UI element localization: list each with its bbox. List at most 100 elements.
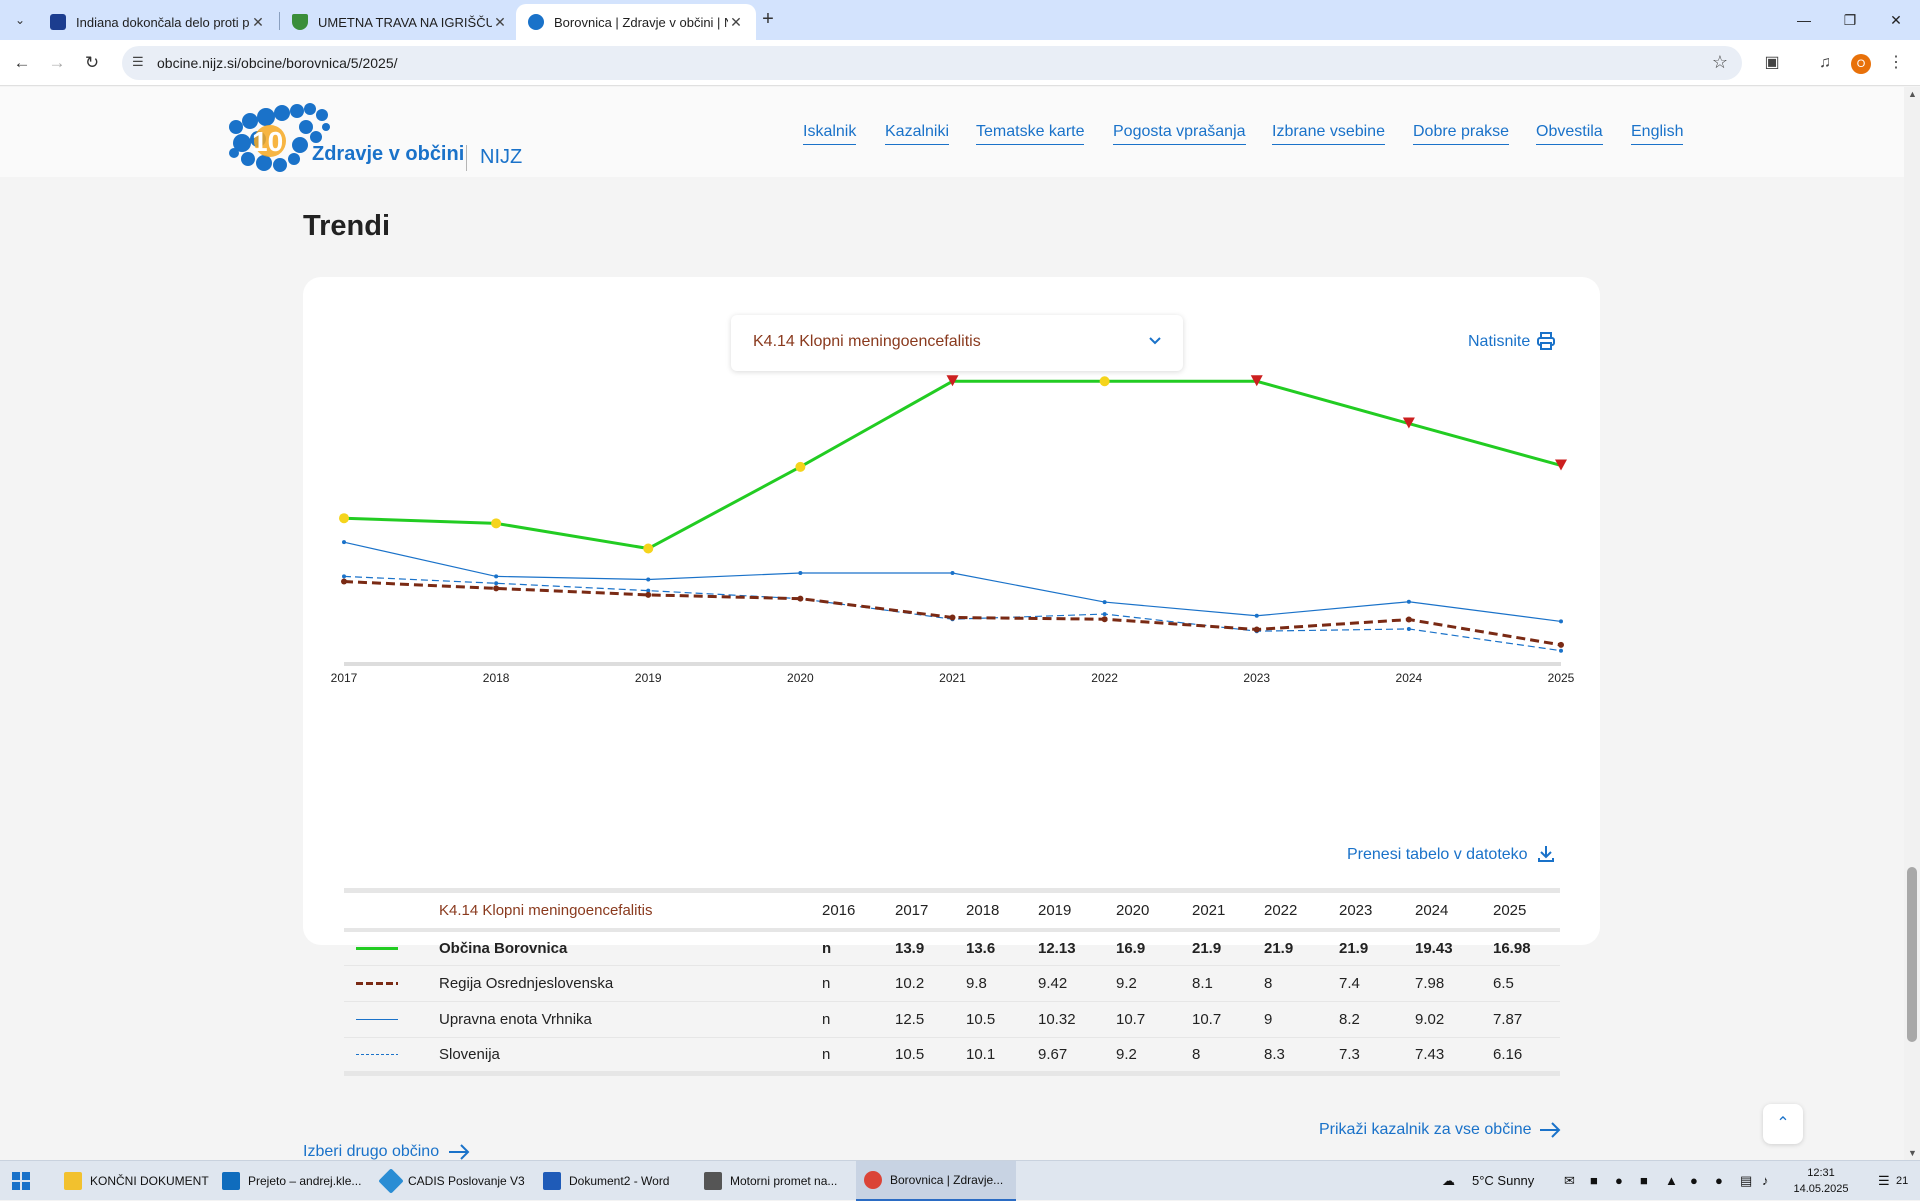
cell: 9.8	[966, 965, 1038, 1002]
scroll-up-arrow-icon[interactable]: ▲	[1908, 89, 1917, 99]
cell: 8.2	[1339, 1001, 1415, 1038]
new-tab-plus-icon[interactable]: +	[762, 8, 774, 30]
tray-app-icon[interactable]: ●	[1715, 1173, 1723, 1188]
taskbar-app[interactable]: Prejeto – andrej.kle...	[214, 1161, 369, 1201]
taskbar-app-label: Prejeto – andrej.kle...	[248, 1174, 362, 1188]
tray-app-icon[interactable]: ●	[1690, 1173, 1698, 1188]
tray-app-icon[interactable]: ●	[1615, 1173, 1623, 1188]
legend-swatch-cell	[344, 1037, 439, 1074]
tab-title: Indiana dokončala delo proti pr	[76, 14, 250, 30]
tray-app-icon[interactable]: ■	[1590, 1173, 1598, 1188]
taskbar-app[interactable]: Dokument2 - Word	[535, 1161, 677, 1201]
site-info-icon[interactable]: ☰	[132, 54, 144, 69]
nijz-logo[interactable]: 10	[222, 97, 532, 177]
bookmark-star-icon[interactable]: ☆	[1711, 52, 1728, 72]
data-point	[342, 574, 346, 579]
tab-list-chevron-icon[interactable]: ⌄	[14, 13, 26, 27]
browser-tab[interactable]: UMETNA TRAVA NA IGRIŠČU V ✕	[280, 4, 520, 40]
logo-org[interactable]: NIJZ	[480, 146, 523, 168]
nav-iskalnik[interactable]: Iskalnik	[803, 123, 857, 145]
download-table-link[interactable]: Prenesi tabelo v datoteko	[1347, 846, 1528, 863]
weather-icon[interactable]: ☁	[1442, 1173, 1455, 1188]
cell: 10.5	[895, 1037, 966, 1074]
taskbar-app-active[interactable]: Borovnica | Zdravje...	[856, 1161, 1016, 1201]
data-point	[1254, 613, 1259, 618]
section-title: Trendi	[303, 210, 391, 242]
mail-icon[interactable]: ✉	[1564, 1173, 1575, 1188]
weather-text[interactable]: 5°C Sunny	[1472, 1173, 1535, 1188]
browser-tab-active[interactable]: Borovnica | Zdravje v občini | NI ✕	[516, 4, 756, 40]
data-point-marker	[795, 461, 806, 472]
scroll-to-top-button[interactable]: ⌃	[1763, 1104, 1803, 1144]
legend-swatch-cell	[344, 929, 439, 966]
profile-avatar[interactable]: O	[1851, 54, 1871, 74]
arrow-right-icon[interactable]	[1539, 1121, 1561, 1139]
back-arrow-icon[interactable]: ←	[13, 53, 31, 72]
forward-arrow-icon[interactable]: →	[48, 53, 66, 72]
close-icon[interactable]: ✕	[730, 13, 742, 30]
clock-date: 14.05.2025	[1793, 1183, 1849, 1195]
page-scrollbar[interactable]: ▲ ▼	[1904, 87, 1920, 1160]
browser-tab[interactable]: Indiana dokončala delo proti pr ✕	[38, 4, 278, 40]
data-point	[798, 570, 803, 575]
data-point	[1406, 599, 1411, 604]
scroll-down-arrow-icon[interactable]: ▼	[1908, 1148, 1917, 1158]
scroll-thumb[interactable]	[1907, 867, 1917, 1042]
window-close-icon[interactable]: ✕	[1890, 12, 1902, 28]
choose-other-municipality-link[interactable]: Izberi drugo občino	[303, 1143, 440, 1160]
windows-taskbar: KONČNI DOKUMENT Prejeto – andrej.kle... …	[0, 1160, 1920, 1201]
tray-app-icon[interactable]: ▲	[1665, 1173, 1678, 1188]
data-point	[1253, 626, 1260, 633]
cell: n	[822, 929, 895, 966]
show-all-municipalities-link[interactable]: Prikaži kazalnik za vse občine	[1319, 1121, 1532, 1138]
logo-divider	[466, 145, 467, 171]
extensions-icon[interactable]: ▣	[1764, 54, 1780, 71]
cell: 10.32	[1038, 1001, 1116, 1038]
url-text[interactable]: obcine.nijz.si/obcine/borovnica/5/2025/	[157, 55, 398, 71]
nav-tematske-karte[interactable]: Tematske karte	[976, 123, 1085, 145]
taskbar-app[interactable]: CADIS Poslovanje V3	[374, 1161, 533, 1201]
cell: 19.43	[1415, 929, 1493, 966]
trend-line-chart: 2017 2018 2019 2020 2021 2022 2023 2024 2025	[331, 375, 1575, 685]
cell: 21.9	[1264, 929, 1339, 966]
reload-icon[interactable]: ↻	[84, 53, 100, 72]
print-link[interactable]: Natisnite	[1468, 333, 1531, 350]
cell: 6.16	[1493, 1037, 1560, 1074]
address-bar[interactable]: ☰ obcine.nijz.si/obcine/borovnica/5/2025…	[122, 46, 1742, 80]
volume-icon[interactable]: ♪	[1762, 1173, 1769, 1188]
restore-icon[interactable]: ❐	[1843, 12, 1857, 28]
data-point	[341, 578, 347, 585]
tray-app-icon[interactable]: ■	[1640, 1173, 1648, 1188]
data-table: K4.14 Klopni meningoencefalitis 2016 201…	[344, 888, 1560, 1076]
network-icon[interactable]: ▤	[1740, 1173, 1753, 1188]
taskbar-app-label: Motorni promet na...	[730, 1174, 838, 1188]
nav-pogosta-vprasanja[interactable]: Pogosta vprašanja	[1113, 123, 1246, 145]
indicator-select[interactable]: K4.14 Klopni meningoencefalitis	[731, 315, 1183, 371]
download-icon[interactable]	[1537, 845, 1555, 863]
windows-start-icon[interactable]	[12, 1172, 30, 1190]
notification-icon[interactable]: ☰	[1878, 1173, 1890, 1188]
browser-tab-bar: ⌄ Indiana dokončala delo proti pr ✕ UMET…	[0, 0, 1920, 40]
taskbar-clock[interactable]: 12:31 14.05.2025	[1786, 1165, 1856, 1197]
logo-text[interactable]: Zdravje v občini	[312, 143, 465, 165]
menu-dots-icon[interactable]: ⋮	[1888, 54, 1904, 71]
printer-icon[interactable]	[1536, 331, 1556, 351]
year-header: 2017	[895, 901, 929, 919]
tab-favicon-icon	[50, 14, 66, 30]
taskbar-app[interactable]: KONČNI DOKUMENT	[56, 1161, 217, 1201]
close-icon[interactable]: ✕	[252, 13, 264, 30]
legend-swatch-blue-dashed	[356, 1054, 398, 1055]
nav-izbrane-vsebine[interactable]: Izbrane vsebine	[1272, 123, 1385, 145]
close-icon[interactable]: ✕	[494, 13, 506, 30]
nav-kazalniki[interactable]: Kazalniki	[885, 123, 950, 145]
nav-obvestila[interactable]: Obvestila	[1536, 123, 1603, 145]
arrow-right-icon[interactable]	[448, 1143, 470, 1160]
data-point	[645, 591, 652, 598]
nav-english[interactable]: English	[1631, 123, 1684, 145]
minimize-icon[interactable]: —	[1797, 12, 1811, 28]
nav-dobre-prakse[interactable]: Dobre prakse	[1413, 123, 1510, 145]
media-control-icon[interactable]: ♫	[1819, 54, 1831, 71]
cell: 9.02	[1415, 1001, 1493, 1038]
notification-count[interactable]: 21	[1896, 1175, 1909, 1187]
taskbar-app[interactable]: Motorni promet na...	[696, 1161, 845, 1201]
